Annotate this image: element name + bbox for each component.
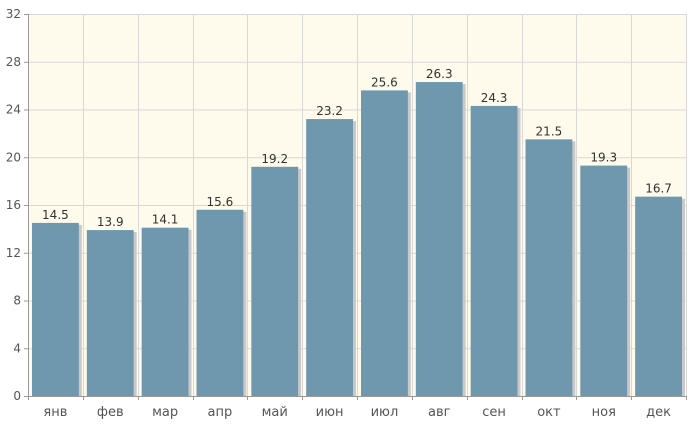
value-label-авг: 26.3 bbox=[426, 67, 453, 81]
y-tick-label: 32 bbox=[6, 7, 21, 21]
x-tick-label-май: май bbox=[262, 405, 288, 420]
value-label-сен: 24.3 bbox=[481, 91, 508, 105]
x-tick-label-янв: янв bbox=[43, 405, 67, 420]
value-label-май: 19.2 bbox=[261, 152, 288, 166]
value-label-июн: 23.2 bbox=[316, 104, 343, 118]
y-tick-label: 8 bbox=[13, 294, 21, 308]
bar-авг bbox=[415, 82, 463, 396]
value-label-апр: 15.6 bbox=[207, 195, 234, 209]
bar-фев bbox=[86, 230, 134, 396]
value-label-окт: 21.5 bbox=[536, 124, 563, 138]
y-tick-label: 12 bbox=[6, 246, 21, 260]
bar-янв bbox=[32, 222, 79, 396]
x-tick-label-апр: апр bbox=[208, 405, 233, 420]
x-tick-label-окт: окт bbox=[537, 405, 561, 420]
value-labels: 14.5 13.9 14.1 15.6 19.2 23.2 25.6 26.3 24.3 21.5… bbox=[42, 67, 672, 229]
x-tick-label-июн: июн bbox=[316, 405, 344, 420]
y-tick-label: 0 bbox=[13, 389, 21, 403]
y-axis-ticks: 0 4 8 12 16 20 24 28 32 bbox=[6, 7, 28, 403]
value-label-ноя: 19.3 bbox=[590, 151, 617, 165]
bar-мар bbox=[141, 227, 189, 396]
x-tick-label-дек: дек bbox=[646, 405, 671, 420]
bar-ноя bbox=[580, 165, 628, 396]
bars bbox=[32, 82, 685, 397]
y-tick-label: 28 bbox=[6, 55, 21, 69]
bar-июл bbox=[361, 90, 408, 397]
x-axis-ticks: янв фев мар апр май июн июл авг сен окт ноя дек bbox=[28, 396, 687, 420]
value-label-июл: 25.6 bbox=[371, 75, 398, 89]
bar-дек bbox=[635, 196, 682, 396]
x-tick-label-фев: фев bbox=[97, 405, 124, 420]
bar-окт bbox=[525, 139, 573, 396]
value-label-дек: 16.7 bbox=[645, 182, 672, 196]
x-tick-label-июл: июл bbox=[371, 405, 399, 420]
value-label-мар: 14.1 bbox=[152, 213, 179, 227]
value-label-янв: 14.5 bbox=[42, 208, 69, 222]
y-tick-label: 4 bbox=[13, 341, 21, 355]
y-tick-label: 24 bbox=[6, 103, 21, 117]
bar-апр bbox=[196, 209, 244, 396]
x-tick-label-ноя: ноя bbox=[592, 405, 616, 420]
x-tick-label-мар: мар bbox=[152, 405, 178, 420]
bar-июн bbox=[306, 119, 353, 397]
bar-май bbox=[251, 166, 299, 396]
value-label-фев: 13.9 bbox=[97, 215, 124, 229]
bar-сен bbox=[470, 105, 518, 396]
y-tick-label: 16 bbox=[6, 198, 21, 212]
x-tick-label-сен: сен bbox=[482, 405, 506, 420]
x-tick-label-авг: авг bbox=[428, 405, 451, 420]
y-tick-label: 20 bbox=[6, 150, 21, 164]
